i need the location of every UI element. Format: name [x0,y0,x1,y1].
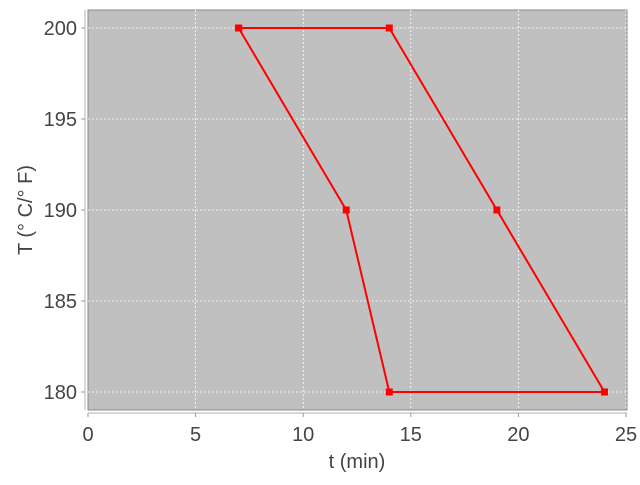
x-tick-label: 10 [292,424,314,446]
x-axis-label: t (min) [329,451,386,473]
series [235,24,608,396]
x-tick-label: 25 [615,424,637,446]
x-tick-label: 15 [400,424,422,446]
y-tick-label: 180 [44,382,77,404]
x-ticks: 0 5 10 15 20 25 [82,413,637,446]
data-point [342,206,350,214]
x-tick-label: 0 [82,424,93,446]
data-point [600,388,608,396]
data-point [493,206,501,214]
y-tick-label: 195 [44,109,77,131]
y-tick-label: 185 [44,291,77,313]
y-tick-label: 190 [44,200,77,222]
y-axis-label: T (° C/° F) [15,165,37,255]
data-point [235,24,243,32]
x-tick-label: 20 [507,424,529,446]
y-tick-label: 200 [44,18,77,40]
data-point [385,388,393,396]
x-tick-label: 5 [190,424,201,446]
data-point [385,24,393,32]
y-ticks: 180 185 190 195 200 [44,18,85,404]
